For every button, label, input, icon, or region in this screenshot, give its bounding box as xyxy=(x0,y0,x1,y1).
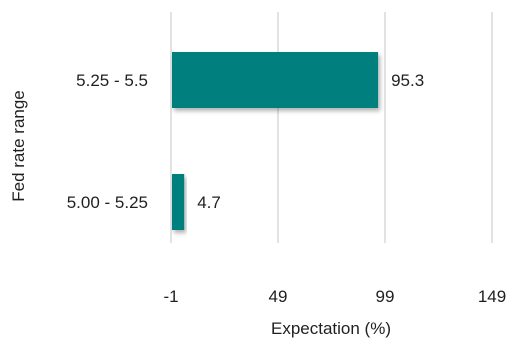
x-axis-title: Expectation (%) xyxy=(271,319,391,338)
data-labels: 95.3 4.7 xyxy=(197,71,424,212)
x-tick-label: 49 xyxy=(269,287,288,306)
x-tick-label: -1 xyxy=(163,287,178,306)
category-label: 5.25 - 5.5 xyxy=(76,71,148,90)
y-axis-title: Fed rate range xyxy=(9,90,28,202)
category-labels: 5.25 - 5.5 5.00 - 5.25 xyxy=(67,71,148,212)
gridlines xyxy=(170,12,493,243)
category-label: 5.00 - 5.25 xyxy=(67,193,148,212)
data-label: 95.3 xyxy=(391,71,424,90)
bar xyxy=(172,52,379,108)
x-tick-label: 149 xyxy=(478,287,506,306)
data-label: 4.7 xyxy=(197,193,221,212)
x-tick-labels: -1 49 99 149 xyxy=(163,287,506,306)
bars xyxy=(172,52,379,230)
bar xyxy=(172,174,185,230)
x-tick-label: 99 xyxy=(376,287,395,306)
